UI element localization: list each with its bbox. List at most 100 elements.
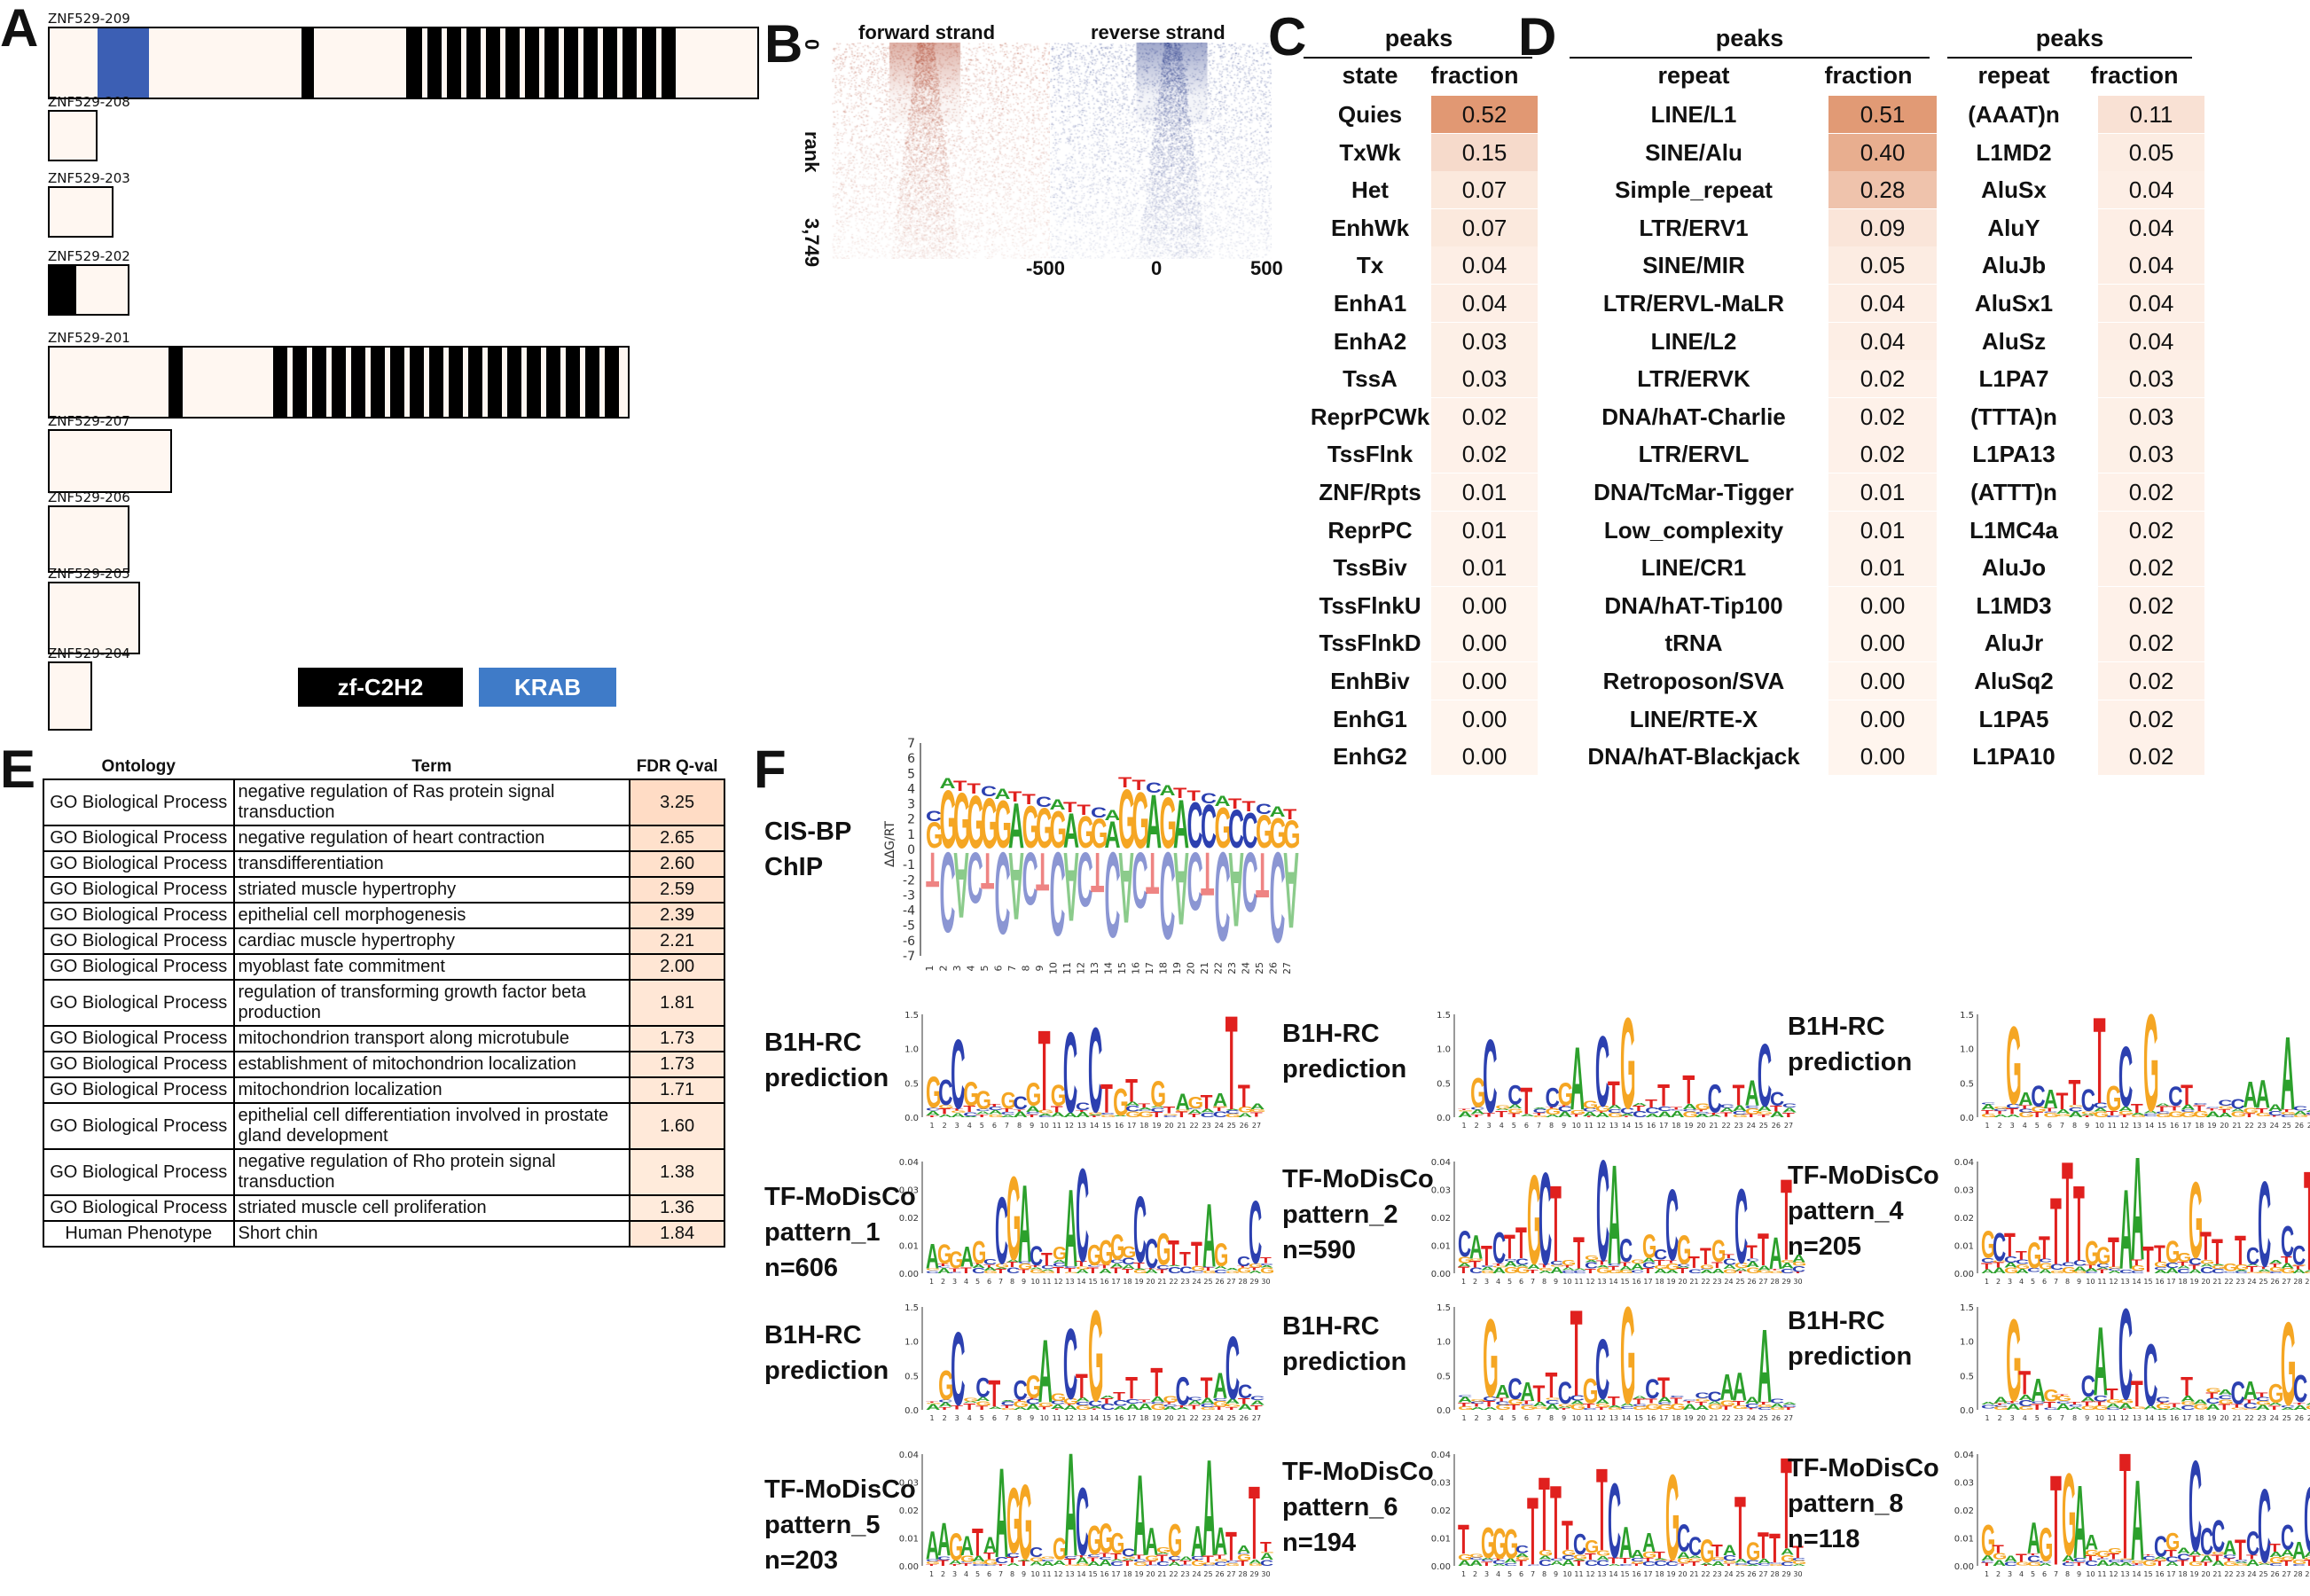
row-fraction: 0.00 xyxy=(1431,624,1538,662)
logo-x-tick: 14 xyxy=(1609,1278,1617,1286)
logo-x-tick: 25 xyxy=(1203,1278,1212,1286)
logo-x-tick: 25 xyxy=(1735,1570,1744,1578)
logo-letter-C: C xyxy=(2108,1559,2121,1563)
logo-letter-G: G xyxy=(1619,1270,1633,1275)
row-fraction: 0.01 xyxy=(1828,511,1937,549)
row-fraction: 0.04 xyxy=(1828,285,1937,322)
logo-letter-T: T xyxy=(1769,1525,1781,1572)
logo-x-tick: 22 xyxy=(1169,1570,1178,1578)
logo-x-tick: 1 xyxy=(929,1278,934,1286)
logo-letter-A: A xyxy=(1163,1406,1178,1412)
logo-letter-C: C xyxy=(1014,1091,1028,1113)
logo-letter-T: T xyxy=(951,1404,963,1411)
logo-y-tick: 1.5 xyxy=(1437,1011,1451,1021)
logo-x-tick: 23 xyxy=(2236,1570,2244,1578)
cis-letter-T: T xyxy=(1173,785,1186,802)
cis-letter-A: A xyxy=(1173,786,1189,863)
logo-letter-G: G xyxy=(1150,1403,1166,1412)
logo-letter-T: T xyxy=(1250,1404,1264,1411)
logo-letter-A: A xyxy=(1088,1406,1103,1410)
logo-letter-C: C xyxy=(1150,1107,1164,1113)
go-enrichment-table: Ontology Term FDR Q-val GO Biological Pr… xyxy=(43,755,725,1248)
row-fraction: 0.04 xyxy=(2098,171,2204,209)
row-label: ReprPCWk xyxy=(1310,403,1430,430)
zf-c2h2-domain xyxy=(410,348,424,417)
transcript-name: ZNF529-207 xyxy=(48,413,130,429)
logo-letter-C: C xyxy=(1515,1256,1529,1267)
logo-x-tick: 8 xyxy=(2065,1278,2070,1286)
logo-x-tick: 25 xyxy=(1227,1414,1236,1422)
logo-letter-G: G xyxy=(2189,1159,2203,1281)
logo-y-tick: 1.0 xyxy=(1437,1338,1451,1348)
logo-letter-G: G xyxy=(2218,1398,2234,1406)
logo-x-tick: 25 xyxy=(2259,1278,2267,1286)
logo-letter-C: C xyxy=(1595,1320,1609,1417)
go-term-row: GO Biological Process regulation of trans… xyxy=(43,979,725,1027)
logo-letter-G: G xyxy=(975,1400,991,1408)
cis-letter-A: A xyxy=(1050,796,1066,813)
logo-letter-A: A xyxy=(983,1267,997,1272)
logo-x-tick: 27 xyxy=(1758,1278,1767,1286)
logo-letter-C: C xyxy=(1481,1265,1494,1268)
logo-letter-A: A xyxy=(1458,1395,1472,1404)
logo-x-tick: 18 xyxy=(1655,1570,1664,1578)
logo-letter-G: G xyxy=(1700,1534,1714,1570)
logo-letter-G: G xyxy=(1539,1549,1553,1558)
cis-x-tick: 12 xyxy=(1075,962,1086,974)
logo-letter-C: C xyxy=(1645,1373,1660,1405)
logo-letter-A: A xyxy=(1758,1264,1771,1271)
logo-x-tick: 16 xyxy=(1632,1278,1640,1286)
logo-x-tick: 24 xyxy=(2247,1570,2256,1578)
logo-letter-T: T xyxy=(1481,1561,1492,1567)
logo-letter-C: C xyxy=(1163,1404,1178,1407)
logo-letter-T: T xyxy=(1202,1267,1215,1272)
row-fraction: 0.28 xyxy=(1828,171,1937,209)
logo-letter-T: T xyxy=(926,1115,938,1118)
logo-letter-T: T xyxy=(1191,1560,1202,1561)
logo-letter-T: T xyxy=(1633,1105,1646,1113)
logo-letter-C: C xyxy=(1179,1564,1193,1566)
row-label: AluY xyxy=(1987,214,2040,241)
transcript-name: ZNF529-209 xyxy=(48,11,130,27)
logo-x-tick: 29 xyxy=(1781,1570,1790,1578)
logo-letter-G: G xyxy=(1201,1406,1217,1411)
logo-letter-C: C xyxy=(1734,1562,1748,1565)
logo-letter-C: C xyxy=(2004,1255,2017,1264)
logo-letter-T: T xyxy=(2050,1179,2062,1285)
cis-x-tick: 27 xyxy=(1281,962,1293,974)
logo-letter-A: A xyxy=(1608,1404,1623,1408)
logo-y-tick: 0.02 xyxy=(1431,1506,1451,1516)
logo-letter-G: G xyxy=(2118,1110,2134,1115)
logo-letter-C: C xyxy=(1507,1079,1522,1111)
logo-letter-C: C xyxy=(2073,1259,2087,1268)
logo-letter-A: A xyxy=(2281,1547,2294,1558)
logo-letter-A: A xyxy=(1550,1265,1563,1276)
transcript-exon-box xyxy=(48,661,92,731)
logo-letter-T: T xyxy=(1041,1249,1053,1270)
logo-letter-C: C xyxy=(2154,1266,2167,1271)
logo-letter-A: A xyxy=(1000,1115,1015,1118)
logo-letter-A: A xyxy=(1026,1403,1040,1412)
logo-x-tick: 24 xyxy=(1724,1570,1733,1578)
logo-x-tick: 3 xyxy=(1484,1278,1489,1286)
logo-letter-T: T xyxy=(1156,1553,1168,1563)
logo-letter-A: A xyxy=(1631,1547,1645,1561)
sequence-logo: 1.51.00.50.0 TACG1ATGC2AGTC3ACTG4TACG5GAC… xyxy=(904,1011,1265,1138)
row-fraction: 0.04 xyxy=(1431,246,1538,285)
logo-letter-C: C xyxy=(2292,1240,2306,1271)
d-col-fraction: fraction xyxy=(1824,62,1913,89)
logo-letter-C: C xyxy=(1150,1401,1165,1404)
logo-y-tick: 1.0 xyxy=(1437,1045,1451,1055)
logo-letter-A: A xyxy=(1175,1090,1189,1115)
logo-letter-A: A xyxy=(1150,1106,1165,1108)
logo-x-tick: 21 xyxy=(2232,1414,2241,1422)
cis-letter-T: T xyxy=(1008,788,1022,805)
logo-letter-G: G xyxy=(1053,1244,1067,1264)
logo-letter-A: A xyxy=(995,1451,1008,1584)
row-label: DNA/hAT-Tip100 xyxy=(1604,591,1783,619)
logo-letter-T: T xyxy=(2006,1400,2018,1404)
logo-letter-A: A xyxy=(2293,1404,2307,1411)
logo-letter-C: C xyxy=(2156,1396,2170,1404)
logo-letter-A: A xyxy=(1063,1404,1077,1412)
logo-letter-C: C xyxy=(1734,1168,1748,1287)
